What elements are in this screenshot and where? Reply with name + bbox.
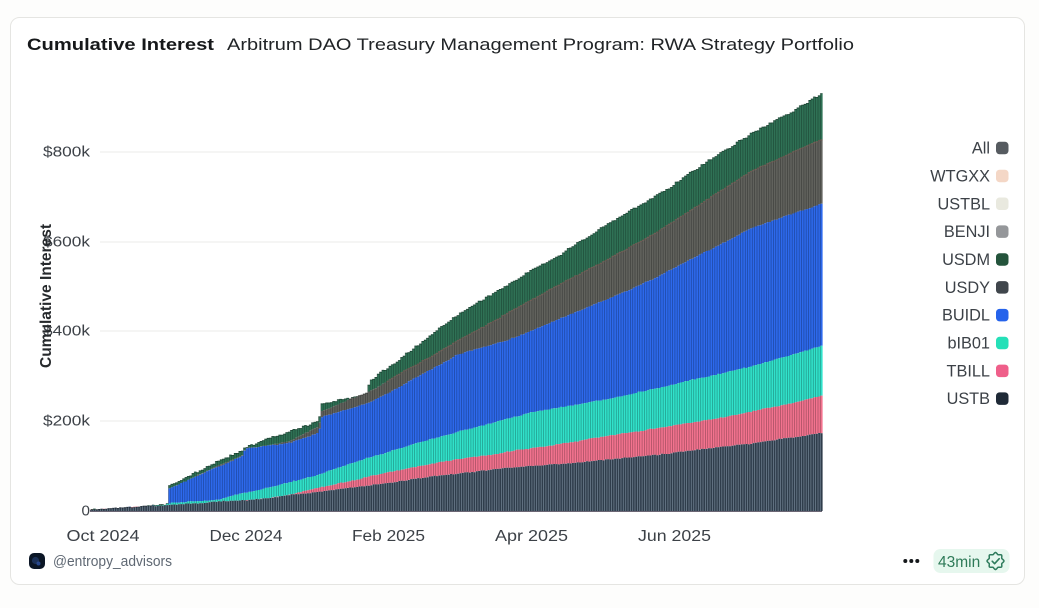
svg-text:USTB: USTB <box>947 390 990 408</box>
svg-text:$800k: $800k <box>43 144 90 161</box>
svg-text:@entropy_advisors: @entropy_advisors <box>53 554 172 570</box>
svg-text:USDM: USDM <box>942 251 990 269</box>
svg-text:$200k: $200k <box>43 413 90 430</box>
svg-text:0: 0 <box>82 503 90 520</box>
svg-text:Jun 2025: Jun 2025 <box>638 528 711 545</box>
svg-text:Dec 2024: Dec 2024 <box>210 528 283 545</box>
svg-text:bIB01: bIB01 <box>947 335 990 353</box>
svg-text:Cumulative Interest: Cumulative Interest <box>38 224 55 368</box>
svg-text:TBILL: TBILL <box>947 362 990 380</box>
svg-text:BUIDL: BUIDL <box>942 307 990 325</box>
svg-text:USTBL: USTBL <box>938 195 990 213</box>
svg-text:USDY: USDY <box>945 279 990 297</box>
svg-text:Cumulative Interest: Cumulative Interest <box>27 35 214 54</box>
svg-text:Arbitrum DAO Treasury Manageme: Arbitrum DAO Treasury Management Program… <box>227 35 854 54</box>
svg-text:$600k: $600k <box>43 234 90 251</box>
svg-text:Oct 2024: Oct 2024 <box>67 528 140 545</box>
svg-text:All: All <box>972 140 990 158</box>
svg-text:Feb 2025: Feb 2025 <box>352 528 425 545</box>
svg-text:43min: 43min <box>938 554 980 571</box>
svg-text:$400k: $400k <box>43 323 90 340</box>
svg-text:BENJI: BENJI <box>944 223 990 241</box>
svg-text:WTGXX: WTGXX <box>930 167 990 185</box>
svg-text:Apr 2025: Apr 2025 <box>495 528 568 545</box>
